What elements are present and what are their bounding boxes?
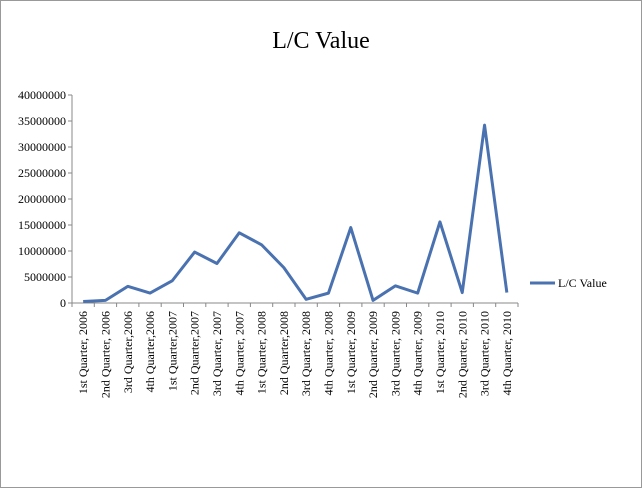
x-tick-label: 3rd Quarter, 2007 [210, 311, 224, 396]
x-tick-label: 2nd Quarter, 2010 [455, 311, 469, 398]
legend-label: L/C Value [558, 276, 607, 290]
x-tick-label: 3rd Quarter, 2010 [478, 311, 492, 396]
x-tick-label: 3rd Quarter, 2008 [299, 311, 313, 396]
y-tick-label: 40000000 [18, 88, 66, 102]
y-tick-label: 5000000 [24, 270, 66, 284]
y-tick-label: 20000000 [18, 192, 66, 206]
x-tick-label: 2nd Quarter, 2009 [366, 311, 380, 398]
y-tick-label: 30000000 [18, 140, 66, 154]
y-tick-label: 35000000 [18, 114, 66, 128]
chart-title: L/C Value [272, 28, 370, 54]
x-tick-label: 3rd Quarter, 2009 [388, 311, 402, 396]
x-tick-label: 3rd Quarter,2006 [121, 311, 135, 393]
series-line [83, 123, 509, 303]
x-tick-label: 2nd Quarter,2008 [277, 311, 291, 395]
x-tick-label: 4th Quarter, 2007 [232, 311, 246, 396]
x-tick-label: 1st Quarter, 2010 [433, 311, 447, 394]
x-tick-label: 4th Quarter, 2010 [500, 311, 514, 396]
x-tick-label: 1st Quarter, 2009 [344, 311, 358, 394]
y-tick-label: 0 [60, 296, 66, 310]
x-tick-label: 1st Quarter, 2006 [76, 311, 90, 394]
x-tick-label: 2nd Quarter, 2006 [98, 311, 112, 398]
y-tick-label: 10000000 [18, 244, 66, 258]
x-tick-label: 2nd Quarter,2007 [188, 311, 202, 395]
x-tick-label: 4th Quarter,2006 [143, 311, 157, 393]
x-tick-label: 4th Quarter, 2009 [411, 311, 425, 396]
y-tick-label: 25000000 [18, 166, 66, 180]
x-tick-label: 4th Quarter, 2008 [321, 311, 335, 396]
x-tick-label: 1st Quarter, 2008 [255, 311, 269, 394]
y-tick-label: 15000000 [18, 218, 66, 232]
x-tick-label: 1st Quarter,2007 [165, 311, 179, 391]
